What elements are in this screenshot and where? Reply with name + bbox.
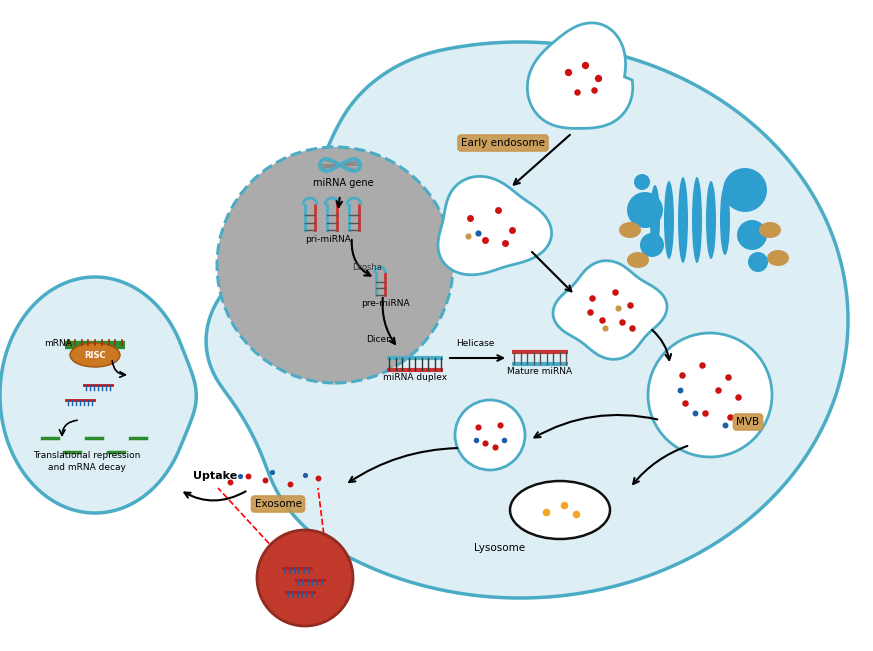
Text: Helicase: Helicase <box>456 339 494 348</box>
Point <box>570 87 584 97</box>
Ellipse shape <box>619 222 641 238</box>
Point <box>471 228 485 238</box>
Polygon shape <box>438 176 552 275</box>
Point <box>698 408 712 418</box>
Point <box>241 471 255 481</box>
Text: pre-miRNA: pre-miRNA <box>361 299 409 307</box>
Polygon shape <box>527 23 633 128</box>
Text: Translational repression: Translational repression <box>33 450 141 460</box>
Point <box>598 323 612 333</box>
Text: mRNA: mRNA <box>44 339 72 348</box>
Ellipse shape <box>664 181 674 259</box>
Point <box>695 360 709 370</box>
Point <box>711 385 725 395</box>
Point <box>688 408 702 418</box>
Circle shape <box>217 147 453 383</box>
Point <box>721 372 735 382</box>
Point <box>233 471 247 481</box>
Circle shape <box>627 192 663 228</box>
Circle shape <box>723 168 767 212</box>
Point <box>505 225 519 235</box>
Ellipse shape <box>70 343 120 367</box>
Point <box>678 398 692 408</box>
Circle shape <box>748 252 768 272</box>
Point <box>469 435 483 445</box>
Text: Uptake: Uptake <box>193 471 237 481</box>
Point <box>463 213 477 223</box>
Text: RISC: RISC <box>84 350 106 359</box>
Point <box>478 437 492 448</box>
Ellipse shape <box>759 222 781 238</box>
Ellipse shape <box>767 250 789 266</box>
Circle shape <box>737 220 767 250</box>
Point <box>718 420 732 430</box>
Circle shape <box>257 530 353 626</box>
Point <box>471 422 485 432</box>
Point <box>583 307 597 317</box>
Point <box>673 385 687 395</box>
Point <box>587 85 601 95</box>
Text: and mRNA decay: and mRNA decay <box>48 462 126 471</box>
Ellipse shape <box>650 185 660 255</box>
Point <box>461 231 475 242</box>
Ellipse shape <box>678 177 688 263</box>
Point <box>478 235 492 245</box>
Text: Mature miRNA: Mature miRNA <box>507 368 573 376</box>
Circle shape <box>640 233 664 257</box>
Point <box>611 303 625 313</box>
Point <box>615 317 629 327</box>
Point <box>557 500 571 510</box>
Point <box>265 467 279 477</box>
Point <box>723 412 737 422</box>
Point <box>595 315 609 326</box>
Text: Lysosome: Lysosome <box>474 543 526 553</box>
Text: Drosha: Drosha <box>352 262 382 271</box>
Point <box>731 392 745 402</box>
Point <box>625 323 639 333</box>
Text: pri-miRNA: pri-miRNA <box>305 236 351 245</box>
Text: miRNA duplex: miRNA duplex <box>383 374 447 383</box>
Polygon shape <box>553 260 667 359</box>
Ellipse shape <box>706 181 716 259</box>
Point <box>498 238 512 248</box>
Ellipse shape <box>627 252 649 268</box>
Text: miRNA gene: miRNA gene <box>313 178 374 188</box>
Point <box>623 300 637 311</box>
Ellipse shape <box>720 185 730 255</box>
Point <box>591 73 605 83</box>
Circle shape <box>648 333 772 457</box>
Text: Early endosome: Early endosome <box>461 138 545 148</box>
Point <box>608 287 622 298</box>
Point <box>223 477 237 487</box>
Text: MVB: MVB <box>737 417 760 427</box>
Circle shape <box>455 400 525 470</box>
Point <box>561 67 575 77</box>
Ellipse shape <box>510 481 610 539</box>
Point <box>283 478 297 489</box>
Point <box>311 473 325 483</box>
Text: Dicer: Dicer <box>366 335 390 344</box>
Point <box>539 506 553 517</box>
Circle shape <box>634 174 650 190</box>
Point <box>497 435 511 445</box>
Point <box>488 442 502 452</box>
Polygon shape <box>206 42 848 598</box>
Point <box>491 205 505 215</box>
Point <box>675 370 689 380</box>
Ellipse shape <box>692 177 702 263</box>
Point <box>258 475 272 485</box>
Point <box>493 420 507 430</box>
Point <box>569 509 583 519</box>
Point <box>298 470 312 480</box>
Point <box>585 293 599 303</box>
Text: Exosome: Exosome <box>255 499 301 509</box>
Polygon shape <box>0 277 196 513</box>
Point <box>578 60 592 70</box>
